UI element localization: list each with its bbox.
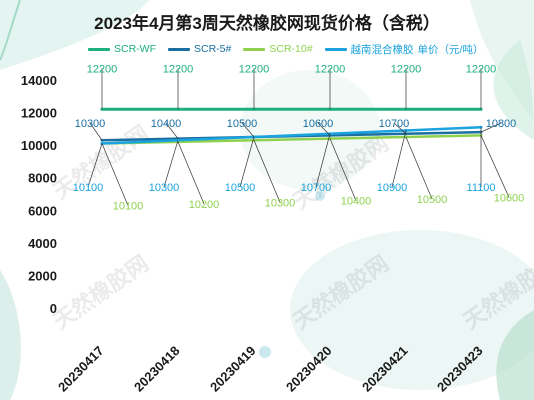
leaf-decoration-bottom-left	[0, 270, 21, 400]
x-tick-label: 20230419	[207, 343, 259, 395]
data-label-leader	[253, 140, 281, 203]
series-line	[100, 134, 483, 145]
blob-decoration-bottom-right	[290, 230, 534, 390]
data-label: 12200	[239, 63, 270, 75]
legend-swatch	[88, 47, 110, 51]
data-label-leader	[89, 122, 103, 141]
leaf-stem-decoration	[0, 0, 21, 61]
x-tick-label: 20230418	[131, 343, 183, 395]
series-line	[100, 125, 483, 145]
data-label: 10300	[149, 182, 180, 194]
data-label-leader	[165, 122, 179, 139]
data-label: 10300	[265, 197, 296, 209]
legend-label: SCR-WF	[114, 43, 156, 55]
data-label: 10400	[341, 196, 372, 208]
data-label-leader	[480, 122, 502, 133]
leaf-decoration-top-left	[0, 0, 150, 70]
legend-label: SCR-5#	[194, 43, 232, 55]
y-tick-label: 12000	[21, 106, 57, 121]
legend-item-vietnam-mixed-rubber: 越南混合橡胶 单价（元/吨）	[324, 42, 484, 57]
data-label: 10500	[417, 194, 448, 206]
data-label: 10100	[113, 201, 144, 213]
data-label-leader	[393, 122, 407, 134]
data-label-leader	[177, 141, 205, 205]
data-label-leader	[315, 133, 331, 188]
data-label: 10500	[227, 118, 258, 130]
data-label-leader	[317, 122, 331, 136]
legend-label: 越南混合橡胶	[350, 43, 414, 56]
data-label-leader	[391, 130, 407, 188]
data-label: 10600	[303, 118, 334, 130]
flower-decoration	[259, 346, 271, 358]
data-label-leader	[480, 135, 510, 198]
leaf-decoration-right	[493, 40, 534, 140]
data-label: 12200	[87, 63, 118, 75]
x-tick-label: 20230417	[55, 343, 107, 395]
data-label: 10700	[379, 118, 410, 130]
watermark-text: 天然橡胶网	[49, 251, 154, 335]
legend-swatch	[324, 47, 347, 51]
y-tick-label: 2000	[28, 268, 57, 283]
chart-legend: SCR-WF SCR-5# SCR-10# 越南混合橡胶 单价（元/吨）	[88, 41, 495, 57]
data-label: 12200	[466, 63, 497, 75]
legend-label: SCR-10#	[269, 43, 313, 55]
data-label: 10400	[151, 118, 182, 130]
data-label-leader	[239, 136, 255, 188]
data-label: 11100	[467, 182, 496, 194]
data-label-leader	[405, 136, 433, 200]
blob-decoration-center	[240, 70, 380, 190]
y-tick-label: 4000	[28, 236, 57, 251]
y-tick-label: 6000	[28, 203, 57, 218]
leaf-decoration-bottom-right	[496, 310, 534, 400]
data-label: 10100	[73, 182, 104, 194]
data-label: 10500	[225, 182, 256, 194]
y-tick-label: 0	[50, 301, 57, 316]
data-label: 12200	[391, 63, 422, 75]
y-tick-label: 14000	[21, 73, 57, 88]
data-label: 10600	[494, 192, 525, 204]
chart-title: 2023年4月第3周天然橡胶网现货价格（含税）	[94, 14, 440, 33]
data-label-leader	[241, 122, 255, 138]
data-label-leader	[329, 138, 357, 201]
flower-decoration	[315, 191, 325, 201]
legend-item-scr-wf: SCR-WF	[88, 43, 156, 55]
data-label-leader	[101, 143, 129, 206]
data-label: 12200	[315, 63, 346, 75]
data-label: 10900	[377, 182, 408, 194]
legend-swatch	[243, 47, 266, 51]
data-label: 10700	[301, 182, 332, 194]
y-tick-label: 8000	[28, 171, 57, 186]
legend-item-scr-5: SCR-5#	[168, 43, 231, 55]
data-label: 10200	[189, 199, 220, 211]
legend-item-scr-10: SCR-10#	[243, 43, 313, 55]
data-label: 12200	[163, 63, 194, 75]
y-tick-label: 10000	[21, 138, 57, 153]
data-label: 10300	[75, 118, 106, 130]
data-label-leader	[163, 140, 179, 188]
legend-swatch	[168, 47, 190, 51]
data-label: 10800	[486, 118, 517, 130]
unit-label: 单价（元/吨）	[417, 43, 484, 56]
data-label-leader	[87, 143, 103, 188]
